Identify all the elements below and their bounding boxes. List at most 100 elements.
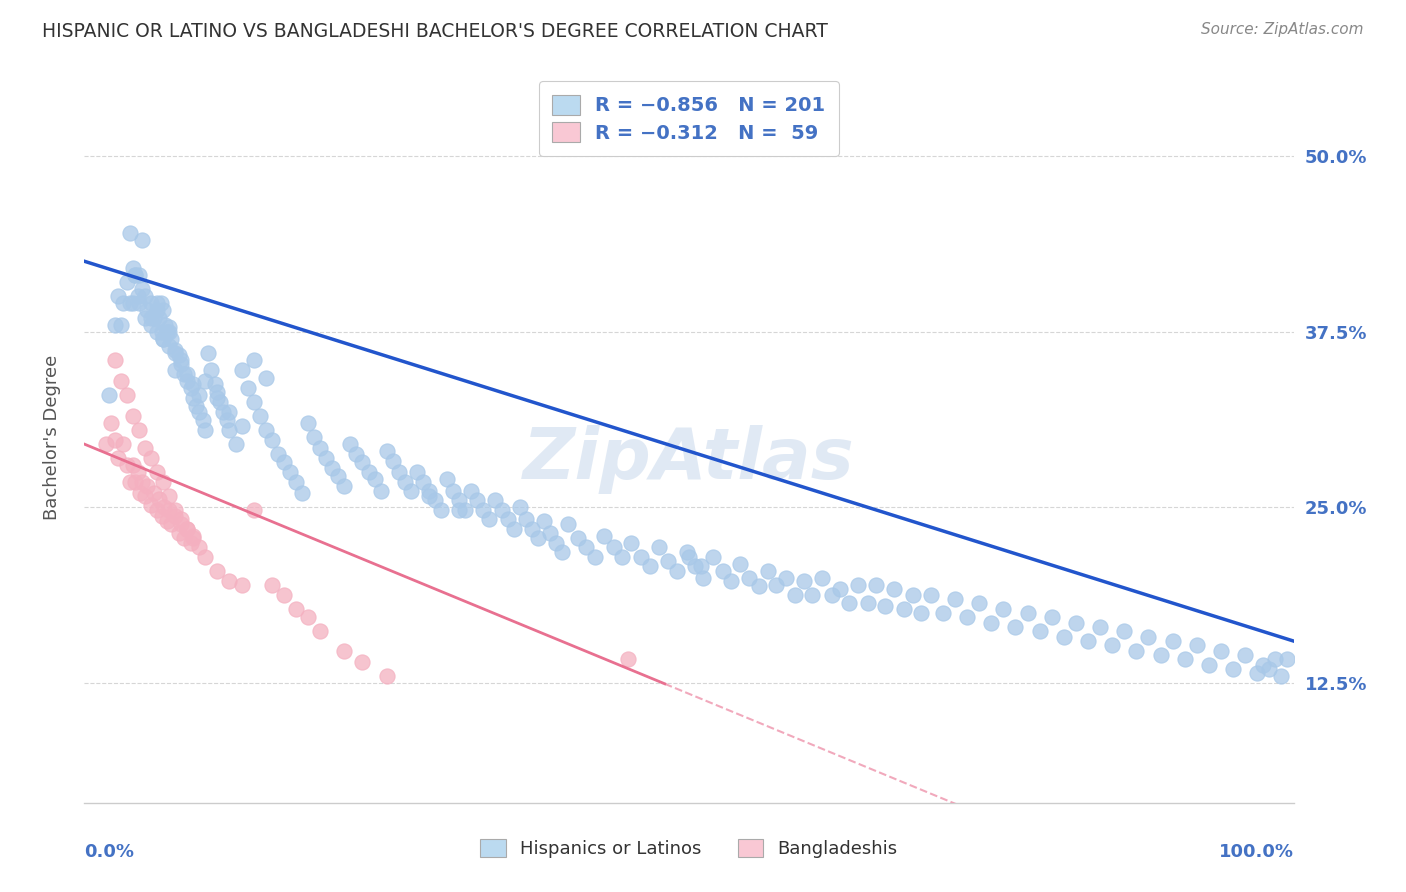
Point bbox=[901, 588, 924, 602]
Point bbox=[115, 458, 138, 473]
Point bbox=[678, 549, 700, 564]
Point bbox=[820, 588, 842, 602]
Point bbox=[120, 475, 142, 489]
Point bbox=[146, 303, 169, 318]
Point bbox=[873, 599, 896, 613]
Point bbox=[146, 465, 169, 479]
Point bbox=[1277, 652, 1299, 666]
Point bbox=[165, 362, 187, 376]
Point bbox=[188, 405, 211, 419]
Point bbox=[218, 423, 240, 437]
Point bbox=[260, 578, 283, 592]
Point bbox=[943, 591, 966, 606]
Point bbox=[538, 525, 561, 540]
Point bbox=[856, 596, 879, 610]
Point bbox=[1185, 638, 1208, 652]
Point bbox=[491, 503, 513, 517]
Point bbox=[150, 325, 173, 339]
Point bbox=[454, 503, 477, 517]
Point bbox=[127, 465, 149, 479]
Point bbox=[1264, 652, 1286, 666]
Point bbox=[107, 451, 129, 466]
Point bbox=[830, 582, 852, 596]
Point bbox=[412, 475, 434, 489]
Text: 100.0%: 100.0% bbox=[1219, 843, 1294, 861]
Point bbox=[121, 296, 143, 310]
Point bbox=[150, 508, 173, 523]
Point bbox=[167, 525, 190, 540]
Point bbox=[112, 296, 135, 310]
Point bbox=[170, 517, 193, 532]
Point bbox=[197, 345, 219, 359]
Point bbox=[748, 579, 770, 593]
Point bbox=[149, 296, 172, 310]
Point bbox=[1028, 624, 1050, 639]
Point bbox=[157, 339, 180, 353]
Point bbox=[449, 503, 471, 517]
Y-axis label: Bachelor's Degree: Bachelor's Degree bbox=[42, 354, 60, 520]
Point bbox=[557, 517, 579, 532]
Point bbox=[165, 503, 187, 517]
Point bbox=[284, 601, 308, 615]
Point bbox=[143, 486, 166, 500]
Point bbox=[110, 374, 132, 388]
Point bbox=[648, 540, 671, 554]
Point bbox=[136, 303, 159, 318]
Point bbox=[883, 582, 905, 596]
Point bbox=[533, 515, 555, 529]
Point bbox=[612, 549, 634, 564]
Point bbox=[728, 557, 751, 571]
Point bbox=[208, 395, 231, 409]
Point bbox=[242, 395, 264, 409]
Point bbox=[176, 367, 198, 381]
Point bbox=[160, 332, 183, 346]
Point bbox=[254, 423, 277, 437]
Point bbox=[136, 479, 159, 493]
Point bbox=[131, 233, 153, 247]
Point bbox=[242, 352, 264, 367]
Point bbox=[333, 479, 356, 493]
Point bbox=[139, 318, 162, 332]
Point bbox=[1017, 606, 1039, 620]
Point bbox=[956, 610, 979, 624]
Point bbox=[176, 374, 198, 388]
Point bbox=[785, 588, 807, 602]
Point bbox=[418, 489, 440, 503]
Point bbox=[188, 540, 211, 554]
Point bbox=[1101, 638, 1123, 652]
Point bbox=[148, 310, 170, 325]
Point bbox=[690, 559, 713, 574]
Point bbox=[131, 475, 153, 489]
Point bbox=[207, 564, 229, 578]
Point bbox=[207, 385, 229, 400]
Point bbox=[339, 437, 361, 451]
Point bbox=[176, 522, 198, 536]
Point bbox=[104, 433, 127, 447]
Point bbox=[1234, 648, 1257, 662]
Point bbox=[406, 465, 429, 479]
Point bbox=[775, 571, 797, 585]
Point bbox=[157, 489, 180, 503]
Point bbox=[449, 493, 471, 508]
Point bbox=[436, 472, 458, 486]
Point bbox=[139, 498, 162, 512]
Point bbox=[184, 399, 207, 413]
Point bbox=[297, 610, 319, 624]
Point bbox=[115, 388, 138, 402]
Point bbox=[110, 318, 132, 332]
Point bbox=[603, 540, 626, 554]
Point bbox=[441, 483, 464, 498]
Point bbox=[165, 343, 187, 357]
Point bbox=[134, 310, 156, 325]
Point bbox=[702, 549, 724, 564]
Point bbox=[107, 289, 129, 303]
Point bbox=[112, 437, 135, 451]
Point bbox=[418, 483, 440, 498]
Point bbox=[1125, 644, 1147, 658]
Point bbox=[104, 318, 127, 332]
Point bbox=[1077, 634, 1099, 648]
Point bbox=[551, 545, 574, 559]
Point bbox=[478, 511, 501, 525]
Point bbox=[738, 571, 761, 585]
Point bbox=[97, 388, 120, 402]
